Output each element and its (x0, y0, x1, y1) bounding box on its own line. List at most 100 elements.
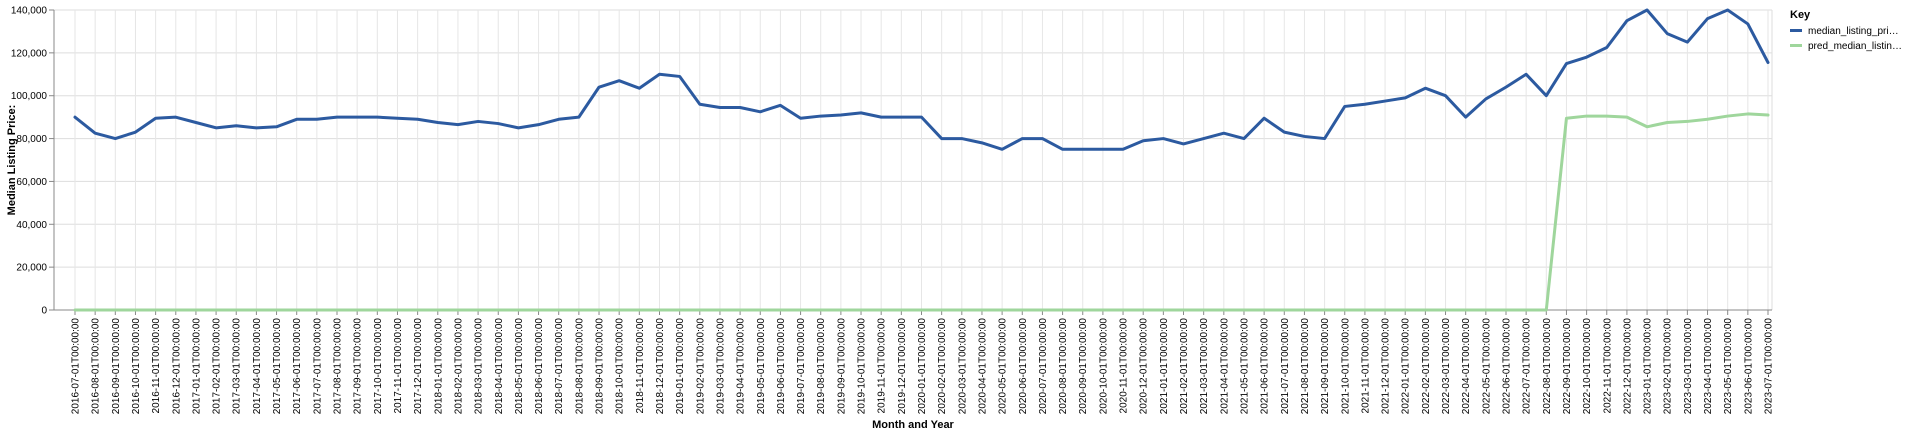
y-tick-label: 60,000 (16, 177, 47, 188)
x-tick-label: 2022-09-01T00:00:00 (1562, 318, 1573, 415)
x-tick-label: 2021-03-01T00:00:00 (1199, 318, 1210, 415)
x-tick-label: 2020-01-01T00:00:00 (917, 318, 928, 415)
x-tick-label: 2019-06-01T00:00:00 (776, 318, 787, 415)
x-tick-label: 2019-04-01T00:00:00 (736, 318, 747, 415)
x-tick-label: 2020-07-01T00:00:00 (1038, 318, 1049, 415)
x-tick-label: 2021-07-01T00:00:00 (1280, 318, 1291, 415)
x-tick-label: 2018-04-01T00:00:00 (494, 318, 505, 415)
legend-title: Key (1790, 9, 1811, 21)
x-tick-label: 2017-11-01T00:00:00 (393, 318, 404, 414)
x-tick-label: 2017-07-01T00:00:00 (312, 318, 323, 415)
x-tick-label: 2021-11-01T00:00:00 (1360, 318, 1371, 414)
x-tick-label: 2020-11-01T00:00:00 (1119, 318, 1130, 414)
x-tick-label: 2021-09-01T00:00:00 (1320, 318, 1331, 415)
x-tick-label: 2018-06-01T00:00:00 (534, 318, 545, 415)
x-tick-label: 2018-09-01T00:00:00 (595, 318, 606, 415)
x-axis-title: Month and Year (872, 419, 954, 431)
x-tick-label: 2022-01-01T00:00:00 (1401, 318, 1412, 415)
y-tick-label: 100,000 (11, 91, 48, 102)
x-tick-label: 2020-09-01T00:00:00 (1078, 318, 1089, 415)
x-tick-label: 2018-11-01T00:00:00 (635, 318, 646, 414)
x-tick-label: 2017-05-01T00:00:00 (272, 318, 283, 415)
x-tick-label: 2016-08-01T00:00:00 (91, 318, 102, 415)
x-tick-label: 2018-10-01T00:00:00 (615, 318, 626, 415)
x-tick-label: 2021-04-01T00:00:00 (1219, 318, 1230, 415)
x-tick-label: 2019-08-01T00:00:00 (816, 318, 827, 415)
x-tick-label: 2017-04-01T00:00:00 (252, 318, 263, 415)
x-tick-label: 2017-10-01T00:00:00 (373, 318, 384, 415)
y-tick-label: 140,000 (11, 6, 48, 17)
x-tick-label: 2021-10-01T00:00:00 (1340, 318, 1351, 415)
x-tick-label: 2017-09-01T00:00:00 (353, 318, 364, 415)
x-tick-label: 2022-12-01T00:00:00 (1622, 318, 1633, 415)
x-tick-label: 2023-07-01T00:00:00 (1764, 318, 1775, 415)
x-tick-label: 2019-01-01T00:00:00 (675, 318, 686, 415)
x-tick-label: 2021-05-01T00:00:00 (1239, 318, 1250, 415)
x-tick-label: 2019-05-01T00:00:00 (756, 318, 767, 415)
legend-items: median_listing_pri… pred_median_listin… (1790, 26, 1902, 52)
y-tick-label: 80,000 (16, 134, 47, 145)
x-tick-label: 2017-02-01T00:00:00 (212, 318, 223, 415)
x-tick-label: 2016-10-01T00:00:00 (131, 318, 142, 415)
x-tick-label: 2022-07-01T00:00:00 (1522, 318, 1533, 415)
y-tick-label: 40,000 (16, 220, 47, 231)
x-tick-label: 2019-02-01T00:00:00 (695, 318, 706, 415)
x-tick-label: 2019-12-01T00:00:00 (897, 318, 908, 415)
x-tick-label: 2023-04-01T00:00:00 (1703, 318, 1714, 415)
x-tick-label: 2022-11-01T00:00:00 (1602, 318, 1613, 414)
series-line-0 (73, 8, 1770, 151)
series-line-1 (73, 112, 1770, 312)
x-tick-label: 2018-03-01T00:00:00 (474, 318, 485, 415)
axes: 0 20,000 40,000 60,000 80,000 100,000 120,000 1… (11, 6, 1775, 415)
x-tick-label: 2021-02-01T00:00:00 (1179, 318, 1190, 415)
x-tick-label: 2020-10-01T00:00:00 (1098, 318, 1109, 415)
y-axis-title: Median Listing Price: (6, 105, 18, 216)
x-tick-label: 2018-07-01T00:00:00 (554, 318, 565, 415)
x-tick-label: 2020-06-01T00:00:00 (1018, 318, 1029, 415)
x-tick-label: 2018-12-01T00:00:00 (655, 318, 666, 415)
x-tick-label: 2020-03-01T00:00:00 (957, 318, 968, 415)
x-tick-label: 2022-08-01T00:00:00 (1542, 318, 1553, 415)
x-tick-label: 2021-06-01T00:00:00 (1260, 318, 1271, 415)
x-tick-label: 2016-09-01T00:00:00 (111, 318, 122, 415)
x-tick-label: 2017-08-01T00:00:00 (333, 318, 344, 415)
x-tick-label: 2019-09-01T00:00:00 (836, 318, 847, 415)
x-tick-label: 2023-06-01T00:00:00 (1743, 318, 1754, 415)
x-tick-label: 2020-02-01T00:00:00 (937, 318, 948, 415)
x-tick-label: 2019-10-01T00:00:00 (857, 318, 868, 415)
x-tick-label: 2022-03-01T00:00:00 (1441, 318, 1452, 415)
x-tick-label: 2019-11-01T00:00:00 (877, 318, 888, 414)
x-tick-label: 2022-05-01T00:00:00 (1481, 318, 1492, 415)
gridlines (54, 9, 1773, 311)
x-tick-label: 2023-02-01T00:00:00 (1663, 318, 1674, 415)
x-tick-label: 2019-07-01T00:00:00 (796, 318, 807, 415)
x-tick-label: 2020-04-01T00:00:00 (977, 318, 988, 415)
x-tick-label: 2018-01-01T00:00:00 (433, 318, 444, 415)
x-tick-label: 2017-12-01T00:00:00 (413, 318, 424, 415)
x-tick-label: 2016-12-01T00:00:00 (171, 318, 182, 415)
x-tick-label: 2023-05-01T00:00:00 (1723, 318, 1734, 415)
x-tick-label: 2021-01-01T00:00:00 (1159, 318, 1170, 415)
x-tick-label: 2016-11-01T00:00:00 (151, 318, 162, 414)
y-tick-label: 120,000 (11, 48, 48, 59)
series-lines (73, 8, 1770, 312)
legend-label-1: pred_median_listin… (1808, 41, 1902, 52)
x-tick-label: 2017-01-01T00:00:00 (191, 318, 202, 415)
x-tick-label: 2022-02-01T00:00:00 (1421, 318, 1432, 415)
x-tick-label: 2017-06-01T00:00:00 (292, 318, 303, 415)
x-tick-label: 2018-02-01T00:00:00 (453, 318, 464, 415)
x-tick-label: 2020-05-01T00:00:00 (998, 318, 1009, 415)
x-tick-label: 2016-07-01T00:00:00 (71, 318, 82, 415)
y-tick-label: 20,000 (16, 263, 47, 274)
x-tick-label: 2017-03-01T00:00:00 (232, 318, 243, 415)
y-tick-label: 0 (41, 306, 47, 317)
legend: Key median_listing_pri… pred_median_listi… (1790, 9, 1902, 52)
x-tick-label: 2022-10-01T00:00:00 (1582, 318, 1593, 415)
x-tick-label: 2022-04-01T00:00:00 (1461, 318, 1472, 415)
x-tick-label: 2022-06-01T00:00:00 (1501, 318, 1512, 415)
x-tick-label: 2018-08-01T00:00:00 (574, 318, 585, 415)
x-tick-label: 2023-01-01T00:00:00 (1643, 318, 1654, 415)
x-tick-label: 2020-08-01T00:00:00 (1058, 318, 1069, 415)
